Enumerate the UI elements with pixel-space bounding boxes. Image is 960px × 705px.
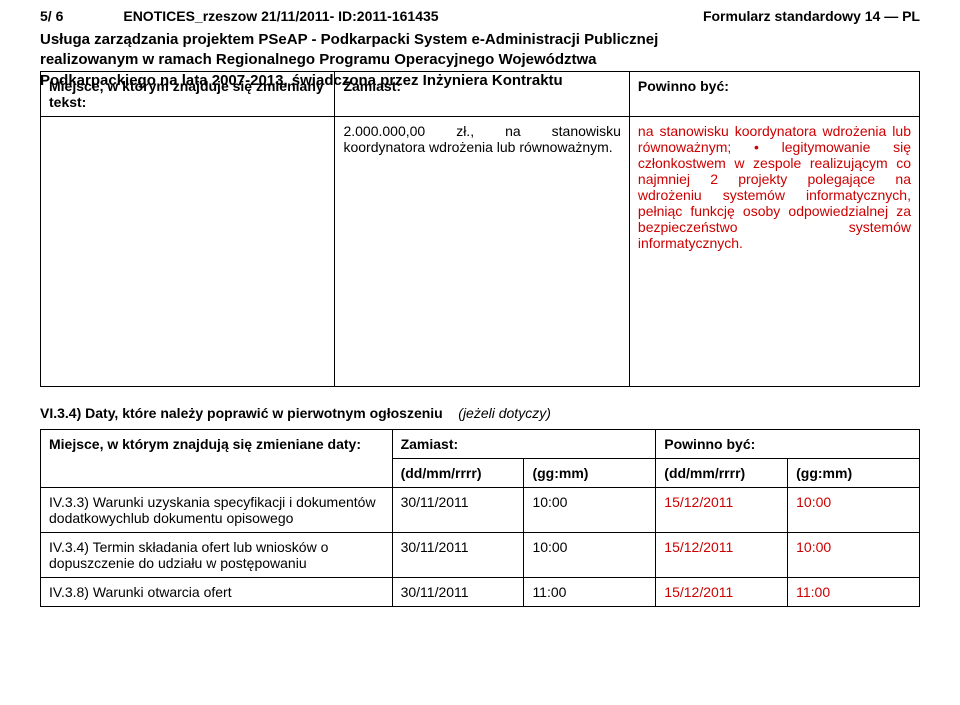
cell-shouldbe: na stanowisku koordynatora wdrożenia lub…: [629, 116, 919, 386]
cell-new-date: 15/12/2011: [656, 532, 788, 577]
th-dates-instead: Zamiast:: [392, 429, 656, 458]
th-location: Miejsce, w którym znajduje się zmieniany…: [41, 71, 335, 116]
cell-old-time: 11:00: [524, 577, 656, 606]
cell-old-date: 30/11/2011: [392, 532, 524, 577]
header-right: Formularz standardowy 14 — PL: [703, 8, 920, 24]
section-heading-dates: VI.3.4) Daty, które należy poprawić w pi…: [40, 405, 920, 421]
cell-new-time: 10:00: [788, 487, 920, 532]
cell-new-date: 15/12/2011: [656, 487, 788, 532]
cell-new-date: 15/12/2011: [656, 577, 788, 606]
header-page-number: 5/ 6: [40, 8, 63, 24]
cell-old-date: 30/11/2011: [392, 577, 524, 606]
cell-label: IV.3.3) Warunki uzyskania specyfikacji i…: [41, 487, 393, 532]
page-header: 5/ 6 ENOTICES_rzeszow 21/11/2011- ID:201…: [40, 8, 920, 24]
cell-new-time: 11:00: [788, 577, 920, 606]
table-row: IV.3.8) Warunki otwarcia ofert 30/11/201…: [41, 577, 920, 606]
table-row: IV.3.4) Termin składania ofert lub wnios…: [41, 532, 920, 577]
cell-label: IV.3.4) Termin składania ofert lub wnios…: [41, 532, 393, 577]
page-root: 5/ 6 ENOTICES_rzeszow 21/11/2011- ID:201…: [0, 0, 960, 705]
cell-old-date: 30/11/2011: [392, 487, 524, 532]
table-row: 2.000.000,00 zł., na stanowisku koordyna…: [41, 116, 920, 386]
cell-label: IV.3.8) Warunki otwarcia ofert: [41, 577, 393, 606]
th-dates-shouldbe: Powinno być:: [656, 429, 920, 458]
changes-dates-table: Miejsce, w którym znajdują się zmieniane…: [40, 429, 920, 607]
cell-old-time: 10:00: [524, 532, 656, 577]
th-sub-gg1: (gg:mm): [524, 458, 656, 487]
section-heading-bold: VI.3.4) Daty, które należy poprawić w pi…: [40, 405, 443, 421]
table-row: IV.3.3) Warunki uzyskania specyfikacji i…: [41, 487, 920, 532]
cell-location: [41, 116, 335, 386]
title-line-1: Usługa zarządzania projektem PSeAP - Pod…: [40, 30, 920, 50]
header-center: ENOTICES_rzeszow 21/11/2011- ID:2011-161…: [123, 8, 438, 24]
title-line-2: realizowanym w ramach Regionalnego Progr…: [40, 50, 920, 70]
cell-new-time: 10:00: [788, 532, 920, 577]
section-heading-italic: (jeżeli dotyczy): [458, 405, 551, 421]
cell-old-time: 10:00: [524, 487, 656, 532]
th-shouldbe: Powinno być:: [629, 71, 919, 116]
th-sub-dd1: (dd/mm/rrrr): [392, 458, 524, 487]
cell-instead: 2.000.000,00 zł., na stanowisku koordyna…: [335, 116, 629, 386]
th-dates-location: Miejsce, w którym znajdują się zmieniane…: [41, 429, 393, 487]
changes-text-table: Miejsce, w którym znajduje się zmieniany…: [40, 71, 920, 387]
th-sub-gg2: (gg:mm): [788, 458, 920, 487]
table-header-row: Miejsce, w którym znajdują się zmieniane…: [41, 429, 920, 458]
th-sub-dd2: (dd/mm/rrrr): [656, 458, 788, 487]
